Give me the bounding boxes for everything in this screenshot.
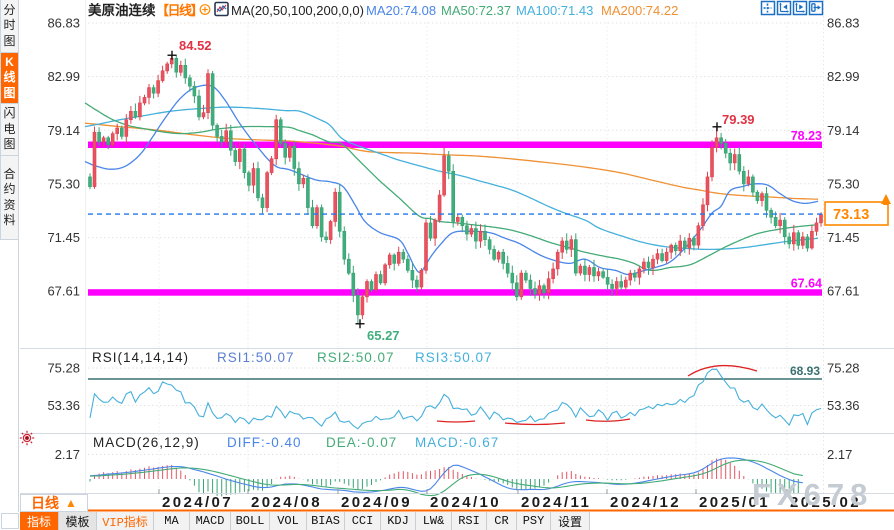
svg-text:2.17: 2.17 [55, 447, 80, 462]
svg-text:RSI2:50.07: RSI2:50.07 [317, 350, 395, 365]
svg-text:67.64: 67.64 [791, 277, 822, 291]
svg-text:MACD:-0.67: MACD:-0.67 [415, 435, 499, 450]
svg-text:86.83: 86.83 [47, 16, 80, 31]
svg-text:67.61: 67.61 [827, 284, 860, 299]
svg-text:RSI1:50.07: RSI1:50.07 [217, 350, 295, 365]
svg-text:2025/02: 2025/02 [790, 494, 861, 511]
svg-text:MACD(26,12,9): MACD(26,12,9) [93, 435, 200, 450]
svg-text:65.27: 65.27 [367, 328, 400, 343]
svg-text:75.30: 75.30 [47, 176, 80, 191]
svg-text:RSI3:50.07: RSI3:50.07 [415, 350, 493, 365]
svg-text:MA100:71.43: MA100:71.43 [516, 3, 593, 18]
svg-text:79.14: 79.14 [827, 123, 860, 138]
svg-text:79.39: 79.39 [722, 112, 755, 127]
svg-text:MA20:74.08: MA20:74.08 [366, 3, 436, 18]
svg-text:2.17: 2.17 [827, 447, 852, 462]
svg-text:2024/08: 2024/08 [251, 494, 322, 511]
svg-text:68.93: 68.93 [790, 364, 820, 378]
svg-text:2024/11: 2024/11 [521, 494, 591, 511]
svg-text:75.28: 75.28 [47, 361, 80, 376]
svg-text:84.52: 84.52 [179, 38, 212, 53]
svg-text:53.36: 53.36 [47, 398, 80, 413]
svg-text:82.99: 82.99 [47, 69, 80, 84]
svg-text:美原油连续: 美原油连续 [88, 2, 156, 18]
svg-text:2024/12: 2024/12 [610, 494, 681, 511]
svg-text:2024/10: 2024/10 [430, 494, 501, 511]
svg-text:【日线】: 【日线】 [156, 3, 202, 18]
svg-text:DEA:-0.07: DEA:-0.07 [326, 435, 397, 450]
svg-text:82.99: 82.99 [827, 69, 860, 84]
svg-text:RSI(14,14,14): RSI(14,14,14) [92, 350, 189, 365]
svg-text:71.45: 71.45 [47, 230, 80, 245]
svg-text:75.28: 75.28 [827, 361, 860, 376]
svg-text:86.83: 86.83 [827, 16, 860, 31]
svg-text:2025/01: 2025/01 [699, 494, 770, 511]
svg-text:FX678: FX678 [752, 477, 873, 512]
svg-text:MA(20,50,100,200,0,0): MA(20,50,100,200,0,0) [231, 3, 364, 18]
svg-text:MA200:74.22: MA200:74.22 [601, 3, 678, 18]
svg-text:DIFF:-0.40: DIFF:-0.40 [227, 435, 302, 450]
svg-text:2024/07: 2024/07 [162, 494, 233, 511]
svg-text:71.45: 71.45 [827, 230, 860, 245]
svg-text:67.61: 67.61 [47, 284, 80, 299]
svg-text:78.23: 78.23 [791, 129, 822, 143]
svg-text:MA50:72.37: MA50:72.37 [441, 3, 511, 18]
svg-text:79.14: 79.14 [47, 123, 80, 138]
svg-text:73.13: 73.13 [833, 207, 869, 223]
svg-text:75.30: 75.30 [827, 176, 860, 191]
svg-text:53.36: 53.36 [827, 398, 860, 413]
svg-text:2024/09: 2024/09 [341, 494, 412, 511]
